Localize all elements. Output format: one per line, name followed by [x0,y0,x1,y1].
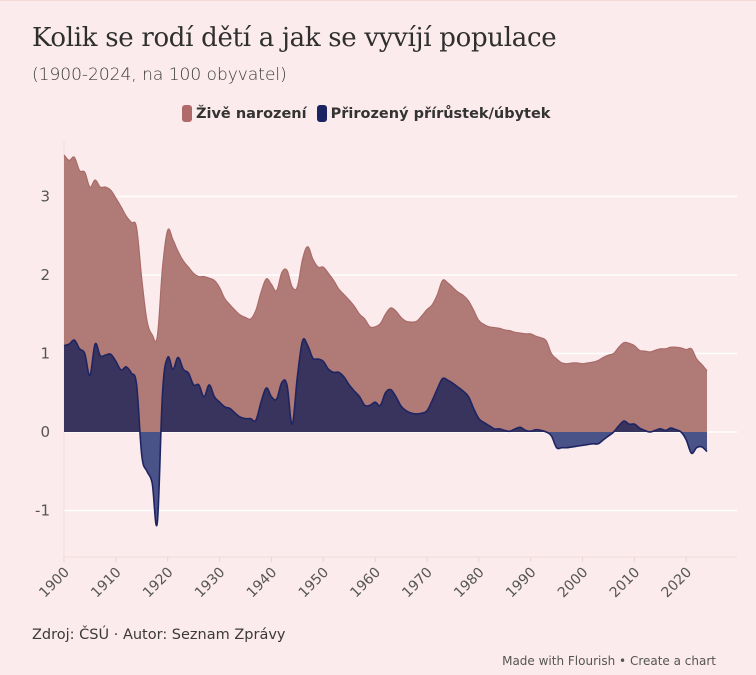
chart-title: Kolik se rodí dětí a jak se vyvíjí popul… [32,23,557,53]
chart-subtitle: (1900-2024, na 100 obyvatel) [32,65,287,85]
y-tick-label: 3 [40,188,50,206]
births-line [63,154,708,372]
x-tick-label: 1920 [140,565,177,602]
natural-increase-line [63,338,708,527]
legend-swatch-births [182,105,192,122]
x-tick-label: 2020 [659,565,696,602]
x-tick-label: 1990 [503,565,540,602]
births-area [64,154,707,432]
source-credit: Zdroj: ČSÚ · Autor: Seznam Zprávy [32,627,286,643]
x-tick-label: 1980 [451,565,488,602]
y-tick-label: 2 [40,266,50,284]
y-tick-label: 0 [40,423,50,441]
series-areas [63,154,708,527]
footer-separator: • [619,654,627,668]
legend: Živě narození Přirozený přírůstek/úbytek [182,105,550,122]
natural-increase-area-positive [64,338,707,432]
x-tick-label: 2010 [607,565,644,602]
flourish-footer: Made with Flourish • Create a chart [502,654,716,668]
chart-area: -1 0 1 2 3 1900 1910 1920 1930 1940 1950 1960 1970 19… [35,141,737,602]
legend-item-natural-increase[interactable]: Přirozený přírůstek/úbytek [316,105,551,122]
x-tick-label: 1970 [399,565,436,602]
legend-swatch-natural-increase [316,105,327,122]
x-tick-label: 1960 [347,565,384,602]
made-with-flourish-link[interactable]: Made with Flourish [502,654,616,668]
x-tick-label: 1910 [88,565,125,602]
legend-label-births: Živě narození [196,105,307,122]
legend-label-natural-increase: Přirozený přírůstek/úbytek [330,105,551,122]
legend-item-births[interactable]: Živě narození [182,105,307,122]
x-tick-label: 2000 [555,565,592,602]
create-chart-link[interactable]: Create a chart [629,654,716,668]
x-tick-label: 1940 [244,565,281,602]
y-tick-label: 1 [40,345,50,363]
x-tick-label: 1950 [296,565,333,602]
x-tick-label: 1930 [192,565,229,602]
x-tick-label: 1900 [36,565,73,602]
y-tick-label: -1 [35,502,50,520]
